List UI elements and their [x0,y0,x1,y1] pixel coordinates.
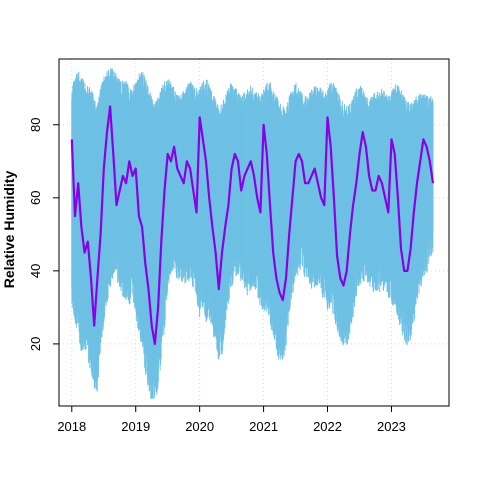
y-tick-label: 40 [28,264,43,278]
x-tick-label: 2019 [121,419,150,434]
x-tick-label: 2020 [185,419,214,434]
x-tick-label: 2023 [377,419,406,434]
x-tick-label: 2018 [57,419,86,434]
y-tick-label: 80 [28,118,43,132]
y-tick-label: 20 [28,337,43,351]
x-tick-label: 2021 [249,419,278,434]
range-band [71,68,434,399]
plot-frame [58,58,450,407]
mean-line [70,105,435,345]
x-tick-label: 2022 [313,419,342,434]
y-tick-label: 60 [28,191,43,205]
y-axis: 20 40 60 80 [28,118,59,351]
y-axis-title: Relative Humidity [1,171,17,289]
x-axis: 2018 2019 2020 2021 2022 2023 [57,406,406,434]
mean-series [70,105,435,345]
